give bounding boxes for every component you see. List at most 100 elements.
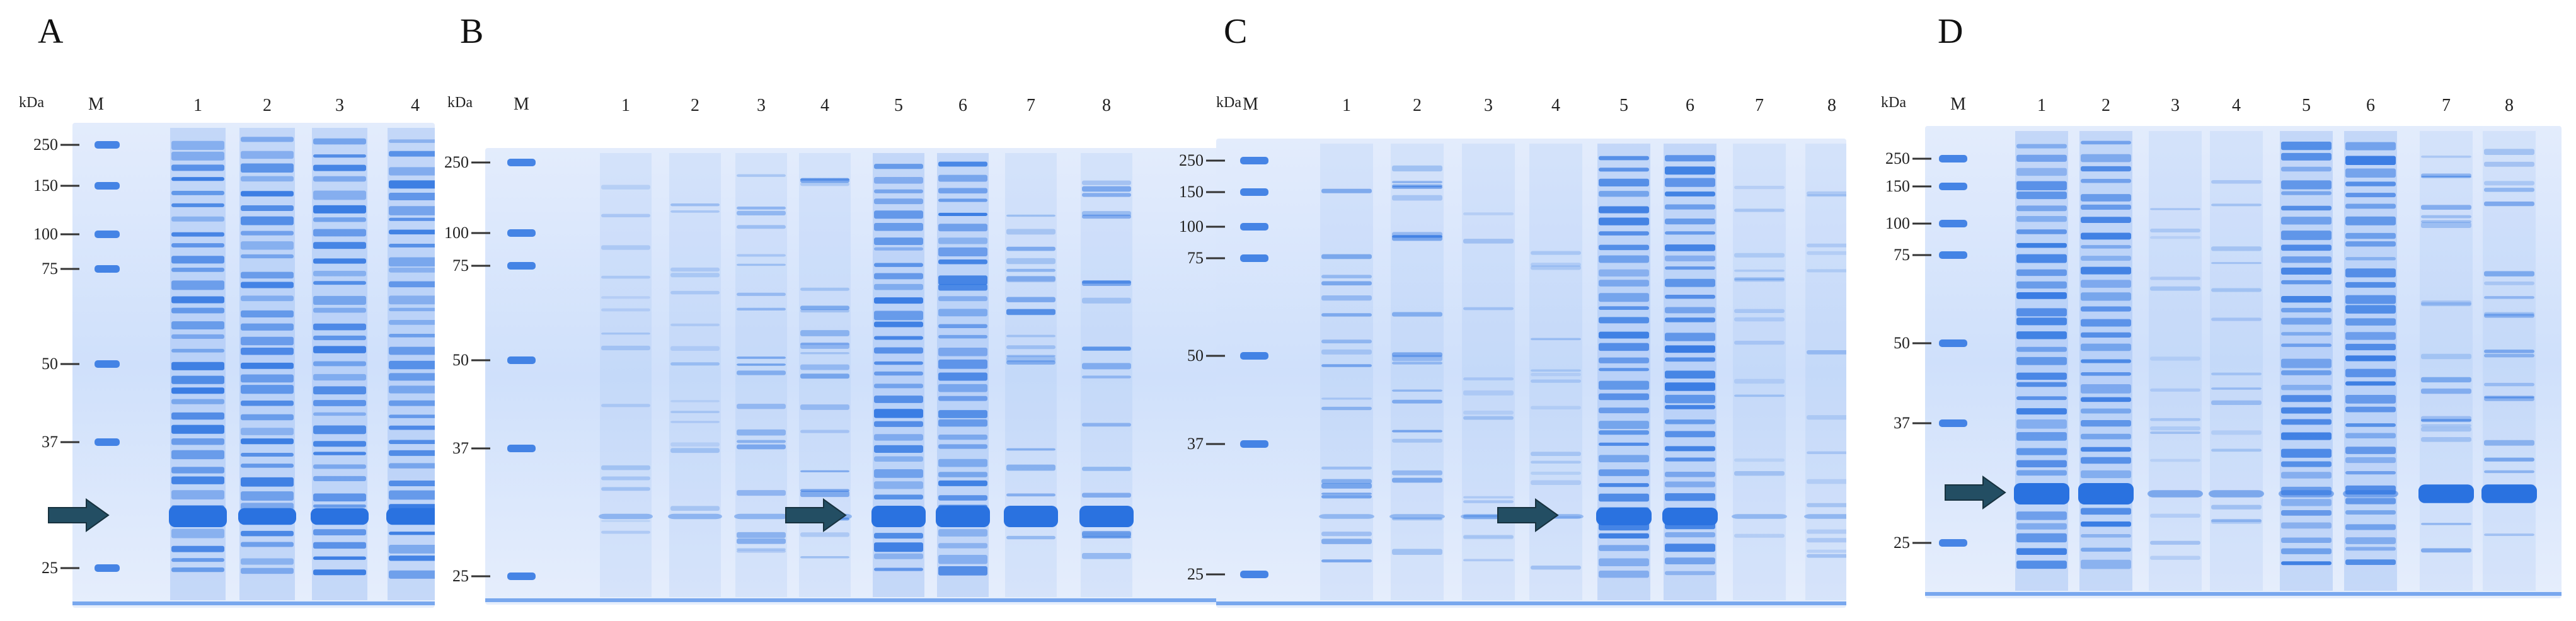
lane-label: 7 (2442, 96, 2451, 115)
mw-tick (1206, 225, 1225, 228)
kda-unit-label: kDa (447, 94, 473, 111)
lane-label: 2 (1413, 96, 1422, 115)
lane-label: 3 (757, 96, 766, 115)
arrow-right-icon (47, 498, 110, 536)
kda-unit-label: kDa (1881, 94, 1906, 111)
marker-lane-label: M (1950, 94, 1966, 114)
lane-label: 7 (1026, 96, 1035, 115)
mw-marker-label: 50 (1187, 346, 1204, 365)
lane-label: 1 (1342, 96, 1351, 115)
mw-marker-label: 250 (444, 153, 469, 171)
mw-tick (471, 447, 490, 450)
lane-label: 4 (411, 96, 420, 115)
mw-marker-label: 150 (1885, 177, 1910, 195)
panel-letter: C (1224, 12, 1248, 51)
gel-image (72, 123, 435, 608)
lane-label: 1 (2037, 96, 2046, 115)
mw-tick (1206, 257, 1225, 259)
panel-letter: D (1938, 12, 1964, 51)
mw-tick (1206, 443, 1225, 445)
mw-marker-label: 37 (1187, 435, 1204, 453)
mw-marker-label: 25 (1894, 533, 1910, 552)
mw-tick (1206, 573, 1225, 576)
lane-label: 4 (2232, 96, 2241, 115)
lane-label: 5 (2302, 96, 2311, 115)
lane-label: 1 (193, 96, 202, 115)
arrow-right-icon (1493, 498, 1563, 536)
mw-marker-label: 37 (42, 433, 58, 451)
lane-label: 3 (335, 96, 344, 115)
mw-tick (1206, 191, 1225, 193)
gel-image (1216, 139, 1846, 608)
lane-label: 3 (2171, 96, 2180, 115)
mw-marker-label: 100 (444, 224, 469, 242)
mw-marker-label: 75 (452, 256, 469, 275)
mw-marker-label: 100 (1179, 217, 1204, 236)
mw-tick (1206, 159, 1225, 162)
mw-marker-label: 75 (1187, 249, 1204, 267)
mw-tick (1206, 355, 1225, 357)
lane-label: 5 (1619, 96, 1628, 115)
mw-tick (60, 441, 79, 443)
lane-label: 4 (1551, 96, 1560, 115)
lane-label: 6 (1686, 96, 1694, 115)
mw-marker-label: 25 (452, 567, 469, 585)
mw-marker-label: 250 (33, 135, 58, 154)
marker-lane-label: M (88, 94, 104, 114)
gel-image (1925, 126, 2562, 598)
lane-label: 1 (621, 96, 630, 115)
panel-letter: A (38, 12, 64, 51)
mw-tick (471, 161, 490, 164)
lane-label: 5 (894, 96, 903, 115)
mw-marker-label: 37 (1894, 414, 1910, 432)
lane-label: 3 (1484, 96, 1493, 115)
mw-marker-label: 25 (1187, 565, 1204, 583)
mw-marker-label: 250 (1885, 149, 1910, 168)
arrow-right-icon (781, 498, 851, 536)
mw-tick (471, 265, 490, 267)
mw-tick (1912, 222, 1931, 225)
mw-marker-label: 25 (42, 559, 58, 577)
mw-tick (1912, 185, 1931, 188)
mw-tick (471, 575, 490, 578)
lane-label: 2 (691, 96, 699, 115)
kda-unit-label: kDa (1216, 94, 1241, 111)
mw-tick (60, 233, 79, 236)
mw-tick (1912, 254, 1931, 256)
marker-lane-label: M (1243, 94, 1258, 114)
mw-tick (1912, 542, 1931, 544)
lane-label: 7 (1755, 96, 1764, 115)
mw-marker-label: 150 (33, 176, 58, 195)
lane-label: 8 (1827, 96, 1836, 115)
arrow-right-icon (1944, 475, 2007, 513)
mw-tick (471, 359, 490, 362)
mw-marker-label: 50 (42, 355, 58, 373)
mw-marker-label: 50 (1894, 334, 1910, 352)
panel-letter: B (460, 12, 484, 51)
mw-tick (60, 363, 79, 365)
mw-marker-label: 75 (1894, 246, 1910, 264)
kda-unit-label: kDa (19, 94, 44, 111)
mw-tick (60, 185, 79, 187)
lane-label: 6 (2366, 96, 2375, 115)
mw-tick (60, 567, 79, 569)
lane-label: 8 (1102, 96, 1111, 115)
mw-marker-label: 250 (1179, 151, 1204, 169)
mw-marker-label: 150 (1179, 183, 1204, 201)
mw-tick (1912, 157, 1931, 160)
mw-marker-label: 37 (452, 439, 469, 457)
lane-label: 2 (263, 96, 272, 115)
mw-marker-label: 100 (33, 225, 58, 243)
marker-lane-label: M (514, 94, 529, 114)
mw-tick (471, 232, 490, 234)
lane-label: 4 (820, 96, 829, 115)
mw-marker-label: 75 (42, 259, 58, 278)
mw-tick (60, 268, 79, 270)
mw-tick (1912, 422, 1931, 424)
lane-label: 6 (958, 96, 967, 115)
